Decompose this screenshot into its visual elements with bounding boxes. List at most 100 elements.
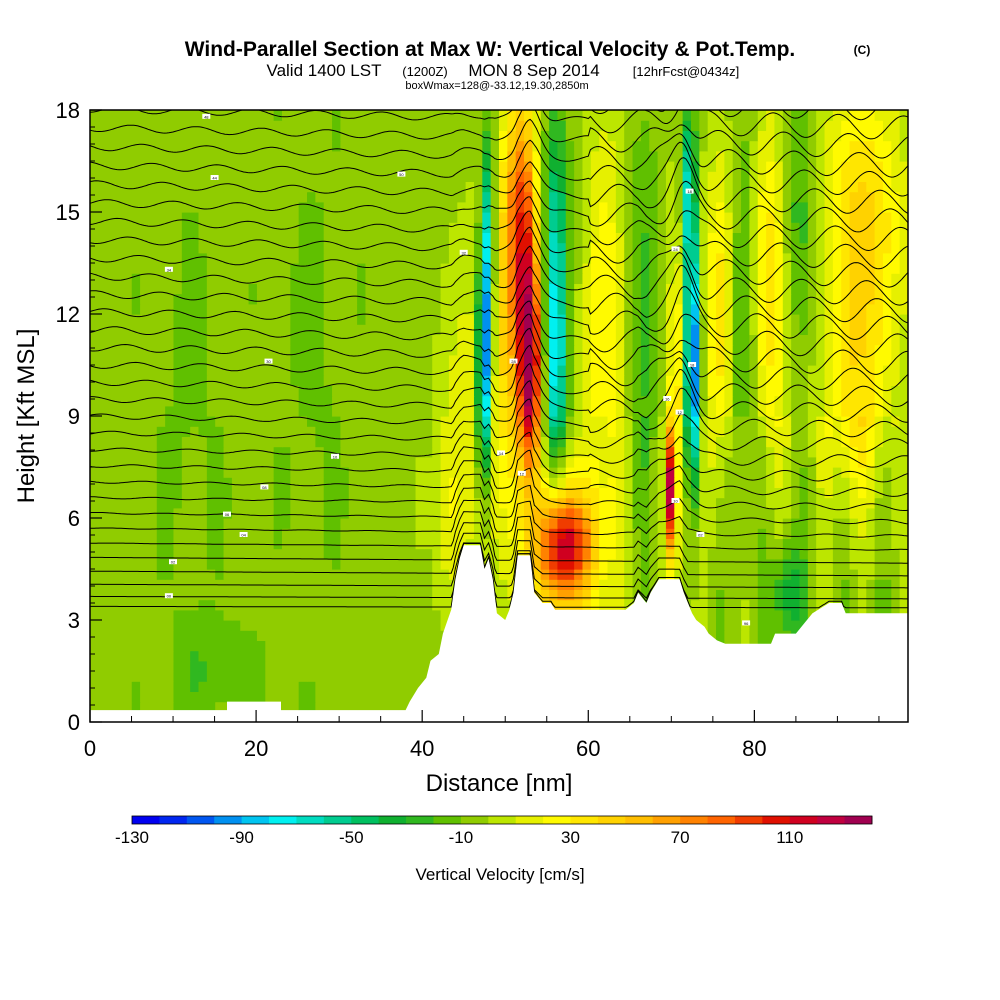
velocity-cell xyxy=(649,344,659,356)
velocity-cell xyxy=(298,263,308,274)
velocity-cell xyxy=(732,365,742,376)
velocity-cell xyxy=(707,538,717,550)
velocity-cell xyxy=(699,242,709,254)
velocity-cell xyxy=(131,467,141,478)
velocity-cell xyxy=(323,701,333,713)
velocity-cell xyxy=(440,548,450,560)
velocity-cell xyxy=(290,569,300,580)
velocity-cell xyxy=(741,222,751,233)
velocity-cell xyxy=(582,293,592,305)
velocity-cell xyxy=(98,314,108,325)
velocity-cell xyxy=(590,507,600,519)
velocity-cell xyxy=(824,416,834,427)
velocity-cell xyxy=(866,365,876,376)
velocity-cell xyxy=(348,283,358,295)
velocity-cell xyxy=(857,293,867,305)
velocity-cell xyxy=(307,630,316,641)
velocity-cell xyxy=(891,538,901,550)
velocity-cell xyxy=(507,558,517,570)
velocity-cell xyxy=(716,334,725,346)
velocity-cell xyxy=(799,232,809,244)
velocity-cell xyxy=(849,467,859,478)
velocity-cell xyxy=(507,283,517,295)
velocity-cell xyxy=(565,405,575,417)
velocity-cell xyxy=(607,273,617,284)
velocity-cell xyxy=(390,273,400,284)
velocity-cell xyxy=(849,548,859,560)
velocity-cell xyxy=(832,477,842,488)
velocity-cell xyxy=(307,589,316,601)
velocity-cell xyxy=(716,344,725,356)
velocity-cell xyxy=(891,212,901,223)
velocity-cell xyxy=(181,609,191,621)
velocity-cell xyxy=(607,507,617,519)
velocity-cell xyxy=(231,283,241,295)
velocity-cell xyxy=(882,283,892,295)
velocity-cell xyxy=(499,456,508,468)
velocity-cell xyxy=(699,395,709,407)
velocity-cell xyxy=(123,609,133,621)
velocity-cell xyxy=(732,222,742,233)
velocity-cell xyxy=(223,222,233,233)
velocity-cell xyxy=(215,283,225,295)
velocity-cell xyxy=(716,293,725,305)
velocity-cell xyxy=(123,467,133,478)
velocity-cell xyxy=(774,324,784,335)
velocity-cell xyxy=(766,232,776,244)
velocity-cell xyxy=(640,252,650,264)
velocity-cell xyxy=(281,660,291,672)
velocity-cell xyxy=(874,232,884,244)
velocity-cell xyxy=(640,334,650,346)
velocity-cell xyxy=(223,385,233,397)
velocity-cell xyxy=(565,273,575,284)
velocity-cell xyxy=(390,558,400,570)
velocity-cell xyxy=(640,558,650,570)
velocity-cell xyxy=(373,405,383,417)
velocity-cell xyxy=(240,609,250,621)
velocity-cell xyxy=(432,273,442,284)
velocity-cell xyxy=(340,660,350,672)
velocity-cell xyxy=(206,201,216,213)
velocity-cell xyxy=(256,599,266,611)
velocity-cell xyxy=(90,385,99,397)
velocity-cell xyxy=(757,324,767,335)
velocity-cell xyxy=(766,630,776,641)
velocity-cell xyxy=(549,385,559,397)
velocity-cell xyxy=(515,528,525,539)
velocity-cell xyxy=(348,252,358,264)
velocity-cell xyxy=(248,630,258,641)
velocity-cell xyxy=(782,467,792,478)
velocity-cell xyxy=(448,232,458,244)
velocity-cell xyxy=(866,232,876,244)
velocity-cell xyxy=(857,416,867,427)
velocity-cell xyxy=(782,436,792,448)
velocity-cell xyxy=(490,518,500,529)
velocity-cell xyxy=(423,528,433,539)
velocity-cell xyxy=(724,263,734,274)
velocity-cell xyxy=(223,497,233,509)
velocity-cell xyxy=(699,507,709,519)
velocity-cell xyxy=(240,283,250,295)
velocity-cell xyxy=(699,558,709,570)
velocity-cell xyxy=(340,212,350,223)
velocity-cell xyxy=(799,201,809,213)
velocity-cell xyxy=(649,293,659,305)
velocity-cell xyxy=(632,273,642,284)
velocity-cell xyxy=(298,507,308,519)
velocity-cell xyxy=(256,558,266,570)
velocity-cell xyxy=(766,589,776,601)
velocity-cell xyxy=(457,273,467,284)
velocity-cell xyxy=(423,426,433,437)
velocity-cell xyxy=(206,701,216,713)
velocity-cell xyxy=(332,405,342,417)
velocity-cell xyxy=(348,477,358,488)
velocity-cell xyxy=(298,487,308,499)
velocity-cell xyxy=(699,487,709,499)
velocity-cell xyxy=(382,558,392,570)
velocity-cell xyxy=(807,467,817,478)
velocity-cell xyxy=(507,212,517,223)
velocity-cell xyxy=(131,701,141,713)
velocity-cell xyxy=(582,354,592,366)
velocity-cell xyxy=(223,456,233,468)
velocity-cell xyxy=(448,375,458,386)
